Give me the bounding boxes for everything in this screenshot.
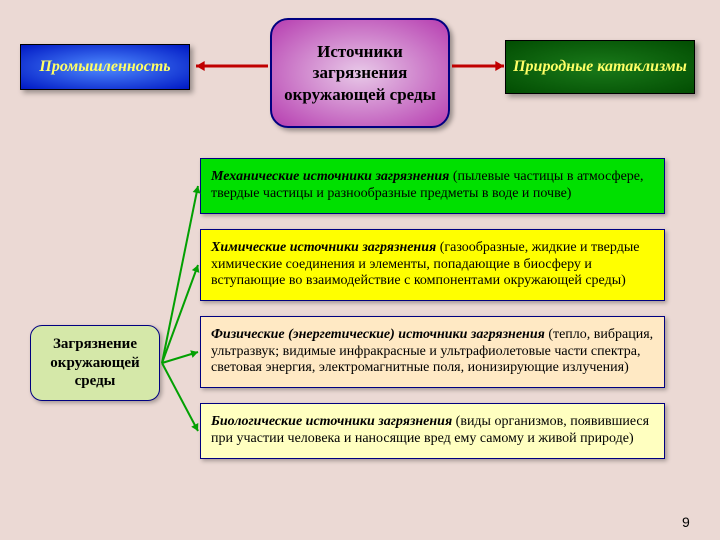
natural-cataclysms-text: Природные катаклизмы bbox=[513, 57, 687, 76]
sources-title-box: Источники загрязнения окружающей среды bbox=[270, 18, 450, 128]
pollution-type-title: Биологические источники загрязнения bbox=[211, 414, 452, 429]
pollution-type-title: Механические источники загрязнения bbox=[211, 169, 449, 184]
pollution-type-title: Физические (энергетические) источники за… bbox=[211, 327, 545, 342]
pollution-type-box: Механические источники загрязнения (пыле… bbox=[200, 158, 665, 214]
pollution-type-title: Химические источники загрязнения bbox=[211, 240, 436, 255]
page-number: 9 bbox=[682, 514, 690, 530]
pollution-label-text: Загрязнение окружающей среды bbox=[37, 335, 153, 391]
pollution-type-box: Биологические источники загрязнения (вид… bbox=[200, 403, 665, 459]
pollution-type-box: Физические (энергетические) источники за… bbox=[200, 316, 665, 388]
pollution-type-box: Химические источники загрязнения (газооб… bbox=[200, 229, 665, 301]
natural-cataclysms-box: Природные катаклизмы bbox=[505, 40, 695, 94]
pollution-label-box: Загрязнение окружающей среды bbox=[30, 325, 160, 401]
industry-text: Промышленность bbox=[39, 58, 170, 76]
industry-box: Промышленность bbox=[20, 44, 190, 90]
sources-title-text: Источники загрязнения окружающей среды bbox=[280, 41, 440, 105]
